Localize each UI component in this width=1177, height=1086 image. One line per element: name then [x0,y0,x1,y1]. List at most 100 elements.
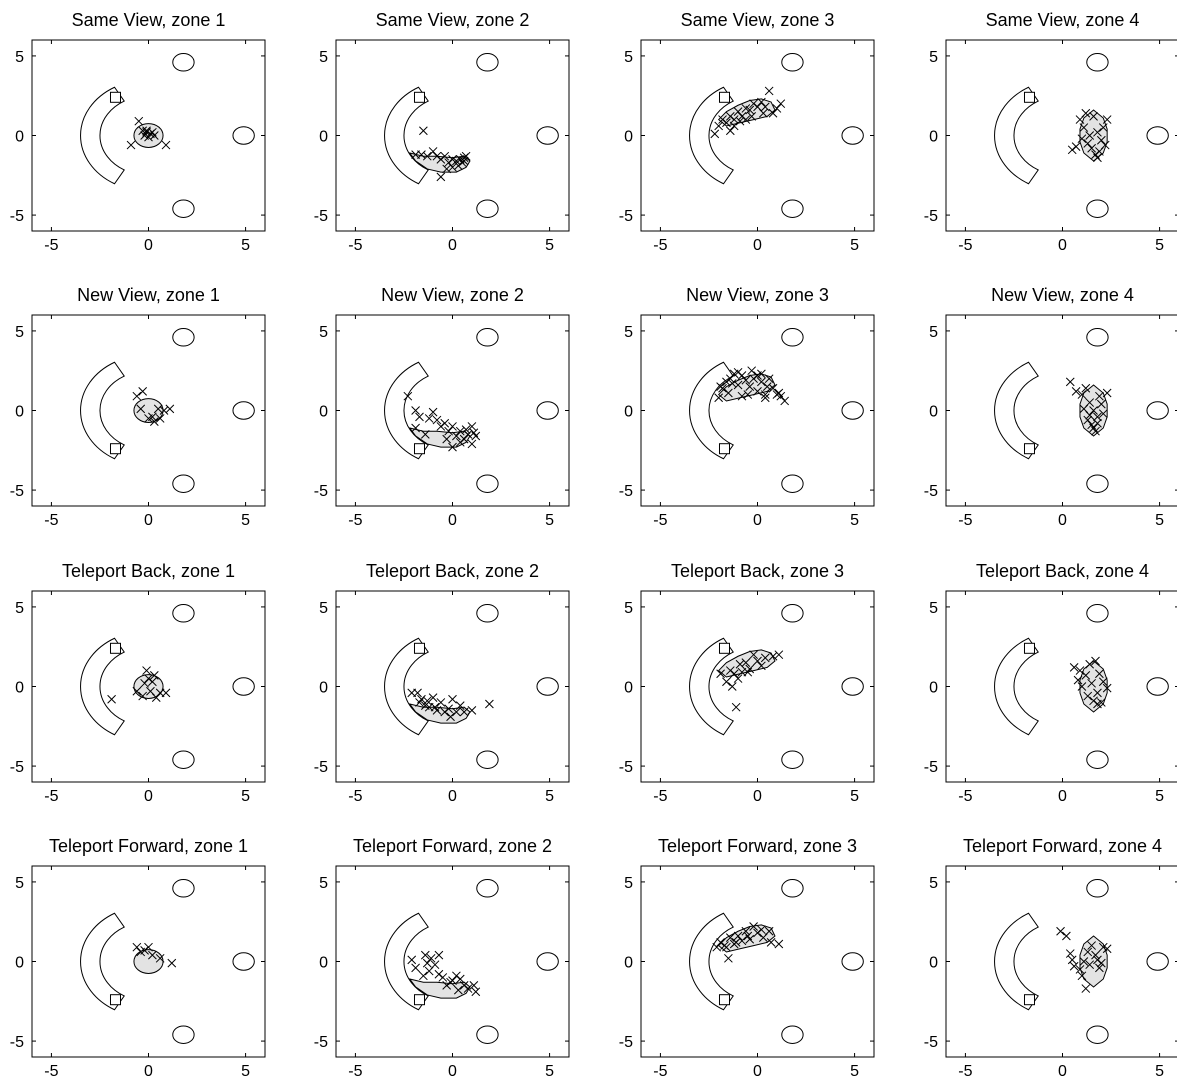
panel-2: Same View, zone 2 -5 0 5 5 0 -5 [314,10,570,254]
landmark-circle [476,199,499,218]
axes-frame [335,590,570,783]
data-point [731,938,741,947]
data-point [426,953,436,963]
x-tick-label: 0 [448,788,457,805]
x-tick-label: -5 [653,788,667,805]
data-point [1093,153,1102,163]
data-point [134,116,144,126]
data-point [1075,666,1085,675]
x-tick-label: 5 [850,788,859,805]
x-tick-label: -5 [44,788,58,805]
data-point [422,696,432,706]
landmark-circle [1086,750,1109,769]
panel-10: Teleport Back, zone 2 -5 0 5 5 0 -5 [314,561,570,805]
start-square [413,642,425,654]
data-point [722,677,731,687]
start-square [109,91,121,103]
data-point [1083,139,1093,148]
x-tick-label: -5 [348,237,362,254]
data-point [438,973,448,982]
arc-wall [384,637,429,736]
data-point [455,974,465,984]
data-point [149,671,159,680]
x-tick-label: 5 [545,512,554,529]
y-tick-label: -5 [924,483,938,500]
y-tick-label: 0 [624,955,633,972]
data-point [768,651,778,661]
landmark-circle [476,474,499,493]
y-tick-label: -5 [10,759,24,776]
data-point [467,422,477,431]
data-point [461,425,471,434]
axes-frame [640,314,875,507]
y-tick-label: -5 [619,483,633,500]
data-point [159,406,169,415]
axes-frame [335,865,570,1058]
landmark-circle [172,879,195,898]
landmark-circle [781,879,804,898]
landmark-circle [232,126,255,145]
landmark-circle [841,126,864,145]
data-point [471,987,481,997]
data-point [1065,949,1075,958]
data-point [1073,675,1083,685]
data-point [1081,383,1091,393]
plot-area [994,53,1169,218]
panel-11: Teleport Back, zone 3 -5 0 5 5 0 -5 [619,561,875,805]
data-point [413,688,422,698]
panel-title: Teleport Back, zone 3 [671,561,844,581]
y-tick-label: 0 [319,680,328,697]
data-point [446,977,455,987]
data-point [428,407,438,417]
x-tick-label: -5 [653,512,667,529]
data-point [1067,955,1077,965]
landmark-circle [476,604,499,623]
panel-title: New View, zone 3 [686,285,829,305]
data-point [1093,127,1102,137]
plot-area [689,879,864,1044]
panel-15: Teleport Forward, zone 3 -5 0 5 5 0 -5 [619,836,875,1080]
landmark-circle [1086,879,1109,898]
data-point [735,116,745,126]
data-point [1093,412,1102,422]
panel-1: Same View, zone 1 -5 0 5 5 0 -5 [10,10,266,254]
y-tick-label: 0 [15,404,24,421]
x-tick-label: 5 [241,788,250,805]
data-point [1062,931,1071,941]
panel-title: New View, zone 4 [991,285,1134,305]
arc-wall [994,912,1039,1011]
data-point [1083,691,1093,701]
data-point [455,701,465,710]
data-point [741,658,751,667]
data-point [442,434,452,444]
landmark-circle [1146,126,1169,145]
axes-frame [640,865,875,1058]
y-tick-label: 0 [624,404,633,421]
data-point [1079,957,1089,966]
data-point [1077,134,1087,144]
data-point [766,938,776,947]
x-tick-label: 5 [850,512,859,529]
plot-area [384,879,559,1044]
data-point [1091,656,1100,666]
data-point [155,953,165,963]
x-tick-label: -5 [44,1063,58,1080]
data-point [757,925,766,935]
data-point [165,404,175,414]
axes-frame [945,590,1177,783]
data-point [422,958,432,968]
landmark-circle [536,677,559,696]
arc-wall [689,912,734,1011]
data-point [452,707,461,717]
y-tick-label: 0 [929,129,938,146]
data-point [733,674,743,683]
x-tick-label: -5 [958,788,972,805]
data-point [144,942,153,952]
target-region [408,427,471,448]
data-point [741,926,751,936]
plot-area [994,604,1169,769]
data-point [444,704,453,714]
data-point [760,390,770,399]
data-point [710,129,720,139]
data-point [420,950,430,960]
